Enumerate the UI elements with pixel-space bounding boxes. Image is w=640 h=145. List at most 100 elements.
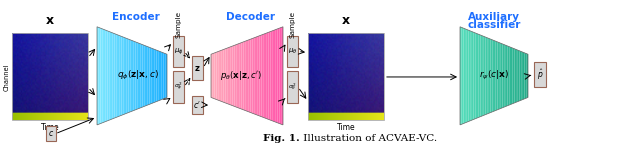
Polygon shape (157, 50, 158, 102)
Text: Illustration of ACVAE-VC.: Illustration of ACVAE-VC. (300, 134, 437, 143)
Polygon shape (482, 36, 484, 116)
Polygon shape (137, 43, 139, 109)
Polygon shape (97, 27, 99, 125)
Polygon shape (486, 37, 487, 115)
Polygon shape (504, 45, 506, 107)
FancyBboxPatch shape (192, 56, 203, 80)
Polygon shape (513, 48, 515, 104)
FancyBboxPatch shape (287, 36, 298, 67)
FancyBboxPatch shape (173, 71, 184, 103)
Polygon shape (125, 38, 127, 114)
Polygon shape (254, 37, 256, 115)
Polygon shape (261, 34, 263, 117)
Text: $c'$: $c'$ (193, 99, 202, 110)
Polygon shape (162, 52, 163, 99)
Polygon shape (131, 40, 132, 112)
Polygon shape (118, 35, 120, 117)
Polygon shape (225, 48, 227, 104)
Polygon shape (270, 31, 272, 121)
Polygon shape (518, 50, 520, 102)
Polygon shape (231, 46, 232, 106)
FancyBboxPatch shape (192, 96, 203, 114)
Polygon shape (223, 49, 225, 103)
Polygon shape (129, 39, 131, 113)
Polygon shape (232, 45, 234, 106)
Polygon shape (212, 53, 214, 99)
Polygon shape (141, 44, 143, 108)
Polygon shape (234, 45, 236, 107)
Polygon shape (102, 29, 104, 123)
Polygon shape (521, 51, 523, 100)
Text: Time: Time (41, 123, 60, 132)
Polygon shape (116, 34, 118, 117)
Polygon shape (477, 34, 479, 118)
Text: $r_\psi(c|\mathbf{x})$: $r_\psi(c|\mathbf{x})$ (479, 69, 509, 82)
Polygon shape (104, 30, 106, 122)
Polygon shape (139, 43, 141, 108)
Polygon shape (245, 40, 247, 111)
Polygon shape (158, 51, 160, 101)
Polygon shape (511, 47, 513, 104)
Polygon shape (474, 32, 476, 119)
Polygon shape (252, 38, 254, 114)
Polygon shape (120, 36, 122, 116)
Polygon shape (502, 44, 504, 108)
FancyBboxPatch shape (287, 71, 298, 103)
Polygon shape (276, 29, 278, 123)
Text: Fig. 1.: Fig. 1. (263, 134, 300, 143)
Text: Encoder: Encoder (111, 12, 159, 22)
Polygon shape (523, 52, 525, 99)
Polygon shape (481, 35, 482, 117)
Text: $\sigma_\phi^2$: $\sigma_\phi^2$ (174, 81, 182, 93)
Polygon shape (526, 54, 528, 98)
Polygon shape (256, 36, 258, 115)
Polygon shape (281, 27, 283, 125)
Polygon shape (280, 27, 281, 124)
Polygon shape (136, 42, 137, 110)
Bar (12, 33, 88, 120)
Polygon shape (491, 39, 492, 113)
Polygon shape (218, 51, 220, 101)
Polygon shape (492, 40, 494, 112)
Polygon shape (278, 28, 280, 124)
Text: $\sigma_\theta^2$: $\sigma_\theta^2$ (289, 82, 296, 92)
Text: $\mathbf{x}$: $\mathbf{x}$ (45, 14, 55, 27)
Polygon shape (274, 30, 276, 122)
Polygon shape (115, 34, 116, 118)
Polygon shape (238, 43, 240, 108)
Polygon shape (497, 42, 499, 110)
Text: $\mu_\theta$: $\mu_\theta$ (288, 47, 297, 56)
Polygon shape (144, 45, 146, 106)
Polygon shape (515, 49, 516, 103)
Polygon shape (211, 54, 212, 98)
Polygon shape (467, 30, 468, 122)
Polygon shape (461, 27, 463, 124)
Polygon shape (127, 38, 129, 113)
Polygon shape (470, 31, 472, 121)
Text: Sample: Sample (289, 11, 296, 38)
Polygon shape (214, 52, 216, 99)
Polygon shape (151, 48, 153, 104)
Polygon shape (509, 47, 511, 105)
Polygon shape (227, 47, 229, 104)
Polygon shape (113, 33, 115, 119)
Polygon shape (265, 33, 267, 119)
Polygon shape (132, 40, 134, 111)
Polygon shape (499, 43, 501, 109)
Polygon shape (465, 29, 467, 123)
Polygon shape (143, 45, 144, 107)
Polygon shape (525, 53, 526, 99)
Polygon shape (272, 30, 274, 122)
Polygon shape (146, 46, 148, 106)
Text: $\mathbf{x}$: $\mathbf{x}$ (341, 14, 351, 27)
Polygon shape (242, 42, 243, 110)
Polygon shape (163, 53, 165, 99)
Polygon shape (124, 37, 125, 115)
Polygon shape (165, 54, 167, 98)
Polygon shape (476, 33, 477, 119)
Polygon shape (240, 43, 242, 109)
Bar (308, 33, 384, 120)
Polygon shape (463, 28, 465, 124)
Text: Channel: Channel (4, 63, 10, 91)
Polygon shape (122, 36, 124, 115)
